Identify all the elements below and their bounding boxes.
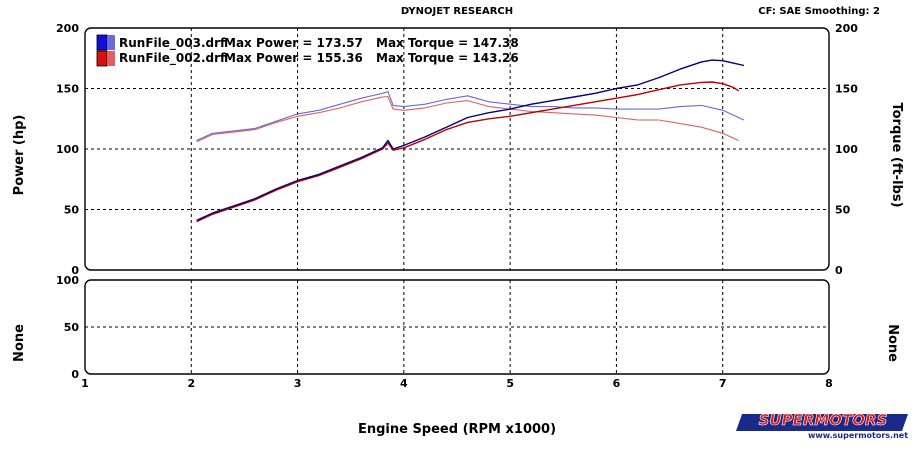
logo-url: www.supermotors.net [808,431,908,440]
aux-right-axis-label: None [885,324,900,362]
series-line-torque-run2 [196,96,739,143]
torque-tick-label: 200 [835,22,858,35]
x-tick-label: 2 [187,377,195,390]
torque-tick-label: 0 [835,264,843,277]
power-axis-label: Power (hp) [12,115,27,196]
aux-tick-label: 0 [71,368,79,381]
correction-factor-label: CF: SAE Smoothing: 2 [758,6,880,17]
series-line-power-run2 [196,81,740,223]
legend-run1-torque: Max Torque = 147.38 [376,36,519,50]
x-tick-label: 1 [81,377,89,390]
auxiliary-plot-grid [85,280,829,374]
power-tick-label: 50 [64,204,80,217]
x-axis-label: Engine Speed (RPM x1000) [358,422,556,437]
legend-run1-file: RunFile_003.drf [119,36,226,51]
main-plot-series [196,59,745,223]
power-tick-label: 0 [71,264,79,277]
torque-tick-label: 150 [835,83,858,96]
series-line-power-run1 [196,59,745,222]
x-tick-label: 7 [719,377,727,390]
logo-brand: SUPERMOTORS [759,411,888,429]
x-tick-label: 4 [400,377,408,390]
aux-tick-label: 50 [64,321,80,334]
x-axis-tick-labels: 1 2 3 4 5 6 7 8 [81,377,833,390]
main-plot-grid [85,28,829,270]
power-tick-label: 100 [56,143,79,156]
legend-run2-power: Max Power = 155.36 [224,51,363,65]
power-tick-label: 150 [56,83,79,96]
auxiliary-plot-tick-labels: 0 50 100 [56,274,79,381]
aux-left-axis-label: None [12,324,27,362]
legend-run1-power: Max Power = 173.57 [224,36,363,50]
x-tick-label: 8 [825,377,833,390]
power-tick-label: 200 [56,22,79,35]
legend-swatch-run1-torque [107,35,115,50]
x-tick-label: 3 [294,377,302,390]
legend-run2-file: RunFile_002.drf [119,51,226,66]
torque-tick-label: 50 [835,204,851,217]
legend-swatch-run2-torque [107,51,115,66]
legend-swatch-run2 [96,50,108,67]
aux-tick-label: 100 [56,274,79,287]
legend-swatch-run1 [96,34,108,51]
supermotors-logo: SUPERMOTORS www.supermotors.net [736,411,908,440]
x-tick-label: 6 [613,377,621,390]
report-title: DYNOJET RESEARCH [401,6,513,17]
x-tick-label: 5 [506,377,514,390]
main-plot-tick-labels: 0 50 100 150 200 0 50 100 150 200 [56,22,858,277]
legend-run2-torque: Max Torque = 143.26 [376,51,519,65]
legend: RunFile_003.drf Max Power = 173.57 Max T… [96,34,519,67]
torque-axis-label: Torque (ft-lbs) [889,102,904,207]
torque-tick-label: 100 [835,143,858,156]
series-line-torque-run1 [196,91,745,142]
